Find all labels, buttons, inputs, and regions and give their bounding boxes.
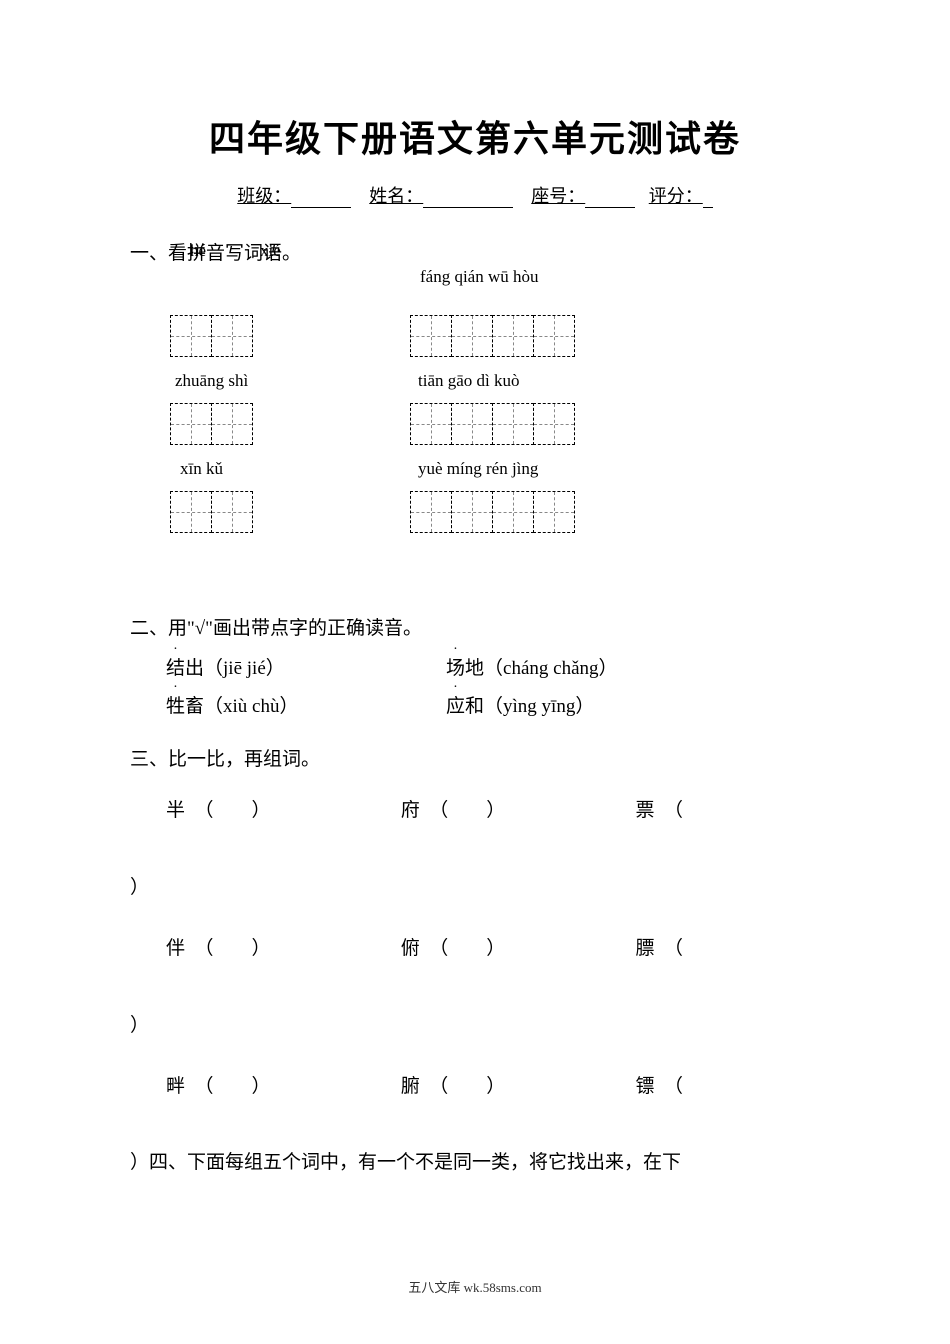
footer-text: 五八文库 wk.58sms.com xyxy=(0,1277,950,1296)
pinyin-r2-right: tiān gāo dì kuò xyxy=(418,371,520,391)
seat-label: 座号： xyxy=(531,186,585,206)
q3-char: 府 xyxy=(401,800,420,821)
box-r1 xyxy=(410,315,574,357)
q3-char: 腑 xyxy=(401,1076,420,1097)
section3-title: 三、比一比，再组词。 xyxy=(130,744,820,771)
overlap-pinyin-2: xié xyxy=(260,241,281,261)
q3-char: 畔 xyxy=(166,1076,185,1097)
header-line: 班级： 姓名： 座号： 评分： xyxy=(130,182,820,208)
close-paren-1: ） xyxy=(130,872,820,899)
box-l1 xyxy=(170,315,252,357)
pinyin-r2-left: zhuāng shì xyxy=(175,371,248,391)
q2-text: 和（yìng yīng） xyxy=(465,696,594,717)
section1-title: 一、看拼音写词语。 xyxy=(130,238,820,265)
q2-dot-char: 牲 xyxy=(166,688,185,726)
q2-text: 出（jiē jié） xyxy=(185,658,285,679)
pinyin-r1-right: fáng qián wū hòu xyxy=(420,267,539,287)
pinyin-r3-right: yuè míng rén jìng xyxy=(418,459,538,479)
q2-text: 地（cháng chǎng） xyxy=(465,658,617,679)
q3-char: 半 xyxy=(166,800,185,821)
box-r2 xyxy=(410,403,574,445)
page-title: 四年级下册语文第六单元测试卷 xyxy=(130,110,820,162)
section4-title: ）四、下面每组五个词中，有一个不是同一类，将它找出来，在下 xyxy=(130,1147,820,1174)
pinyin-r3-left: xīn kǔ xyxy=(180,459,223,479)
q3-char: 俯 xyxy=(401,938,420,959)
q3-char: 膘 xyxy=(636,938,655,959)
class-label: 班级： xyxy=(237,186,291,206)
section2-content: 结出（jiē jié） 场地（cháng chǎng） 牲畜（xiù chù） … xyxy=(166,650,820,726)
box-l3 xyxy=(170,491,252,533)
section3-content: 半 （ ） 府 （ ） 票 （ xyxy=(166,781,820,842)
q3-char: 镖 xyxy=(636,1076,655,1097)
q2-dot-char: 应 xyxy=(446,688,465,726)
box-l2 xyxy=(170,403,252,445)
q3-char: 伴 xyxy=(166,938,185,959)
overlap-pinyin-1: hé xyxy=(190,241,206,261)
q3-char: 票 xyxy=(636,800,655,821)
q2-text: 畜（xiù chù） xyxy=(185,696,298,717)
name-label: 姓名： xyxy=(369,186,423,206)
box-r3 xyxy=(410,491,574,533)
section3-content-2: 伴 （ ） 俯 （ ） 膘 （ xyxy=(166,919,820,980)
section2-title: 二、用"√"画出带点字的正确读音。 xyxy=(130,613,820,640)
score-label: 评分： xyxy=(649,186,703,206)
close-paren-2: ） xyxy=(130,1010,820,1037)
section3-content-3: 畔 （ ） 腑 （ ） 镖 （ xyxy=(166,1057,820,1118)
pinyin-area: fáng qián wū hòu zhuāng shì tiān gāo dì … xyxy=(130,275,820,595)
